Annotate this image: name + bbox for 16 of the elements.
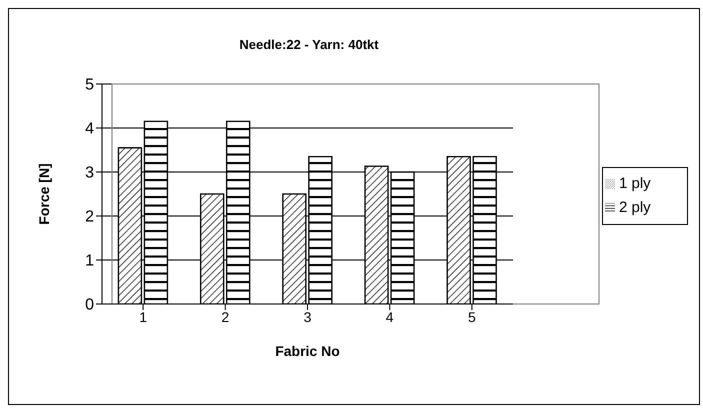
x-axis-title: Fabric No: [275, 343, 340, 359]
y-tick-label: 3: [85, 164, 94, 182]
y-tick-label: 1: [85, 252, 94, 270]
x-tick-label: 4: [386, 308, 394, 325]
y-axis-title: Force [N]: [36, 163, 52, 225]
y-tick-label: 4: [85, 120, 94, 138]
legend-label: 1 ply: [619, 175, 651, 192]
x-tick-label: 5: [468, 308, 476, 325]
y-tick-label: 0: [85, 296, 94, 314]
y-tick-label: 5: [85, 76, 94, 94]
x-tick-label: 1: [139, 308, 148, 325]
y-tick-label: 2: [85, 208, 94, 226]
x-tick-label: 3: [304, 308, 312, 325]
x-tick-label: 2: [221, 308, 230, 325]
chart-title: Needle:22 - Yarn: 40tkt: [238, 37, 380, 52]
legend-label: 2 ply: [619, 199, 651, 216]
